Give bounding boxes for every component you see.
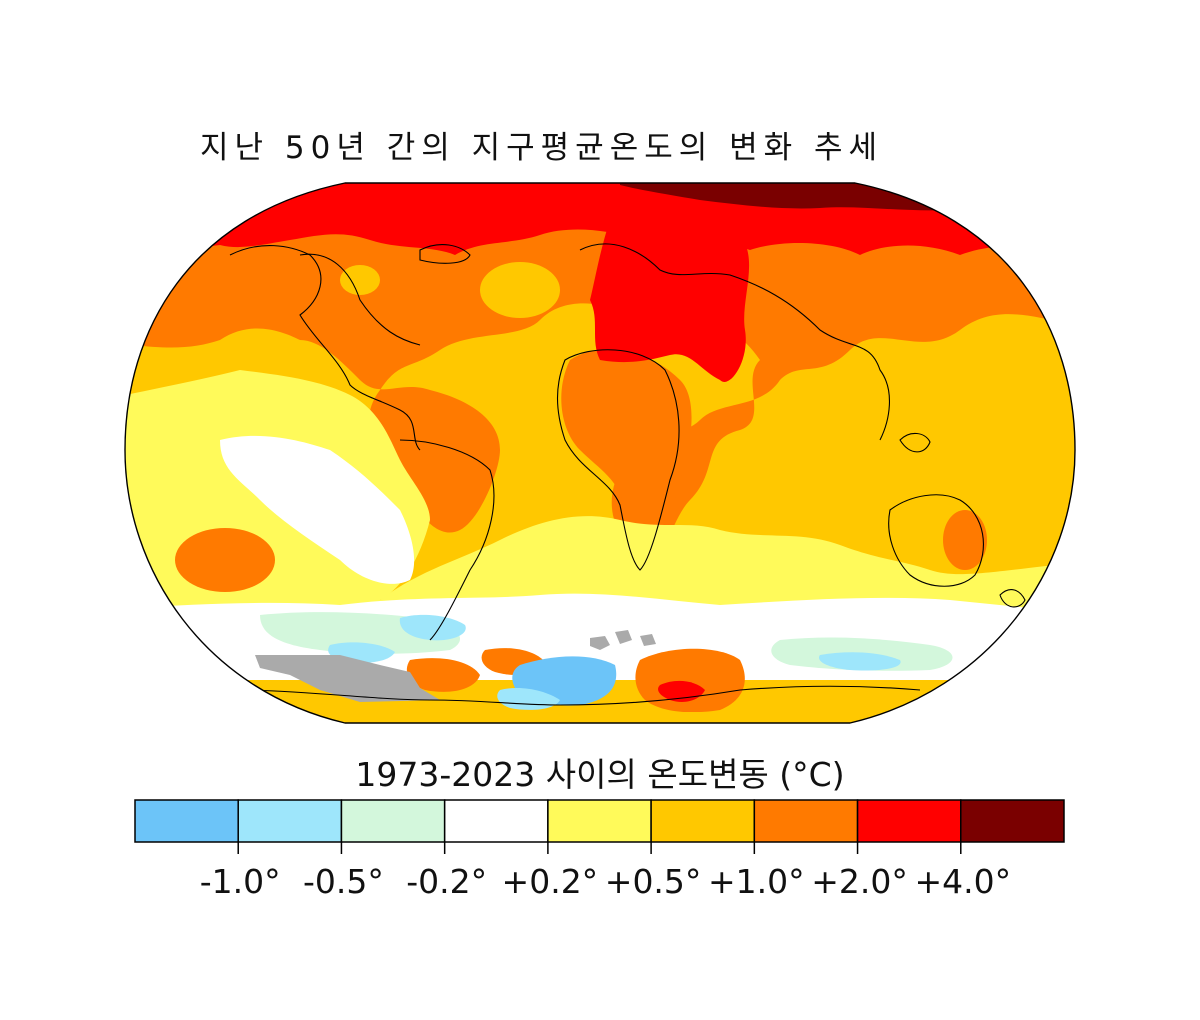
anomaly-region-southern-lightblue <box>399 614 466 641</box>
coastlines <box>229 243 1026 706</box>
anomaly-region-pacific-white <box>220 435 415 584</box>
legend-tick-label-6: +2.0° <box>811 862 908 901</box>
anomaly-region-antarctic-orange <box>635 648 745 713</box>
legend-bin-1 <box>237 799 343 843</box>
legend-tick-label-1: -0.5° <box>302 862 384 901</box>
anomaly-region-eurasia-red <box>590 217 750 382</box>
anomaly-spot-atlantic-yellow <box>480 262 560 318</box>
legend-tick-label-4: +0.5° <box>604 862 702 901</box>
legend-tick-label-2: -0.2° <box>406 862 488 901</box>
legend-tick-label-5: +1.0° <box>708 862 805 901</box>
legend-title: 1973-2023 사이의 온도변동 (°C) <box>355 755 845 794</box>
anomaly-region-antarctic-orange-west <box>406 658 480 692</box>
legend-bin-7 <box>856 799 962 843</box>
temperature-anomaly-field <box>125 183 1075 723</box>
map-title: 지난 50년 간의 지구평균온도의 변화 추세 <box>200 130 884 166</box>
anomaly-region-southern-lightblue-east <box>819 652 901 671</box>
anomaly-region-antarctic-nodata-dots <box>590 630 656 650</box>
world-temperature-map <box>124 182 1076 724</box>
anomaly-spot-pacific-orange <box>175 528 275 592</box>
color-scale-legend <box>134 799 1065 854</box>
legend-bin-2 <box>340 799 446 843</box>
legend-tick-label-3: +0.2° <box>501 862 599 901</box>
anomaly-spot-greenland-yellow <box>340 265 380 295</box>
anomaly-region-antarctic-bottom <box>125 695 1075 723</box>
anomaly-spot-australia-orange <box>943 510 987 570</box>
map-outline <box>124 182 1076 724</box>
legend-bin-5 <box>650 799 756 843</box>
anomaly-region-southern-orange-west <box>125 670 243 715</box>
anomaly-region-antarctic-nodata-west <box>255 655 440 702</box>
legend-bin-3 <box>443 799 549 843</box>
legend-bin-4 <box>547 799 652 843</box>
legend-tick-label-0: -1.0° <box>199 862 281 901</box>
legend-bin-6 <box>753 799 859 843</box>
legend-bin-0 <box>134 799 239 843</box>
anomaly-region-africa-orange <box>561 349 692 571</box>
legend-bin-8 <box>960 799 1065 843</box>
legend-tick-label-7: +4.0° <box>914 862 1012 901</box>
